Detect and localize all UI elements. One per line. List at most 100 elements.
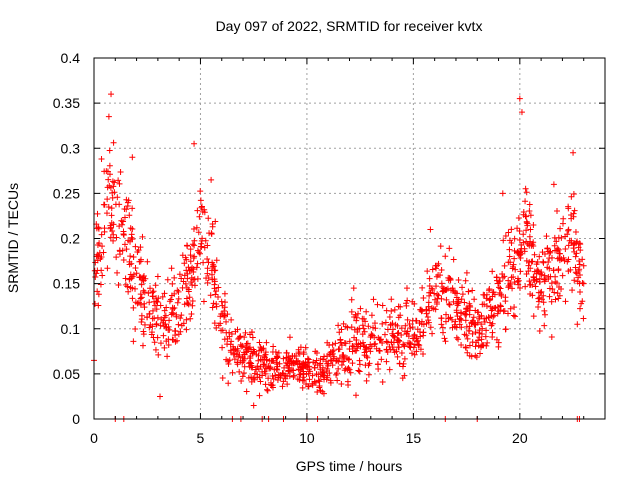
data-point <box>435 260 442 267</box>
data-point <box>204 265 211 272</box>
data-point <box>228 330 235 337</box>
data-point <box>234 361 241 368</box>
data-point <box>468 320 475 327</box>
data-point <box>123 206 130 213</box>
data-point <box>506 253 513 260</box>
data-point <box>149 293 156 300</box>
data-point <box>291 372 298 379</box>
data-point <box>476 329 483 336</box>
data-point <box>548 333 555 340</box>
data-point <box>152 302 159 309</box>
data-point <box>546 285 553 292</box>
data-point <box>228 338 235 345</box>
data-point <box>445 315 452 322</box>
data-point <box>296 376 303 383</box>
data-point <box>256 392 263 399</box>
data-point <box>272 372 279 379</box>
data-point <box>473 354 480 361</box>
data-point <box>126 212 133 219</box>
data-point <box>150 334 157 341</box>
data-point <box>104 196 111 203</box>
data-point <box>344 378 351 385</box>
data-point <box>505 229 512 236</box>
data-point <box>433 283 440 290</box>
data-point <box>183 326 190 333</box>
data-point <box>521 248 528 255</box>
data-point <box>512 313 519 320</box>
data-point <box>136 274 143 281</box>
data-point <box>484 339 491 346</box>
data-point <box>95 224 102 231</box>
data-point <box>423 310 430 317</box>
data-point <box>427 324 434 331</box>
data-point <box>439 283 446 290</box>
data-point <box>429 266 436 273</box>
data-point <box>187 246 194 253</box>
data-point <box>315 377 322 384</box>
data-point <box>263 339 270 346</box>
data-point-peak <box>550 181 557 188</box>
data-point <box>100 249 107 256</box>
data-point <box>309 372 316 379</box>
data-point <box>401 355 408 362</box>
data-point <box>129 295 136 302</box>
data-point <box>153 306 160 313</box>
data-point <box>152 282 159 289</box>
data-point <box>163 338 170 345</box>
data-point <box>564 231 571 238</box>
data-point <box>124 202 131 209</box>
data-point <box>535 298 542 305</box>
data-point <box>399 375 406 382</box>
data-point <box>379 320 386 327</box>
data-point <box>98 156 105 163</box>
data-point <box>368 331 375 338</box>
data-point-peak <box>157 393 164 400</box>
data-point <box>168 265 175 272</box>
data-point <box>357 305 364 312</box>
data-point <box>198 203 205 210</box>
data-point <box>526 207 533 214</box>
data-point <box>175 331 182 338</box>
data-point <box>158 316 165 323</box>
data-point <box>348 296 355 303</box>
data-point <box>344 355 351 362</box>
data-point <box>128 234 135 241</box>
data-point <box>184 270 191 277</box>
data-point <box>534 267 541 274</box>
data-point <box>168 292 175 299</box>
data-point <box>347 369 354 376</box>
data-point <box>251 348 258 355</box>
data-point <box>458 310 465 317</box>
data-point <box>383 338 390 345</box>
data-point <box>472 329 479 336</box>
data-point <box>95 291 102 298</box>
data-point <box>206 230 213 237</box>
data-point <box>353 317 360 324</box>
data-point <box>361 328 368 335</box>
data-point <box>506 237 513 244</box>
data-point <box>103 210 110 217</box>
data-point <box>256 339 263 346</box>
data-point <box>527 265 534 272</box>
data-point <box>432 265 439 272</box>
data-point <box>305 383 312 390</box>
data-point <box>514 248 521 255</box>
data-point <box>526 201 533 208</box>
data-point <box>395 337 402 344</box>
data-point <box>316 384 323 391</box>
data-point <box>374 301 381 308</box>
data-point <box>145 290 152 297</box>
data-point <box>379 339 386 346</box>
data-point <box>551 234 558 241</box>
data-point <box>455 336 462 343</box>
data-point <box>293 352 300 359</box>
data-point <box>541 250 548 257</box>
data-point <box>488 322 495 329</box>
data-point <box>132 264 139 271</box>
data-point <box>167 296 174 303</box>
data-point <box>429 330 436 337</box>
data-point <box>510 312 517 319</box>
data-point <box>120 228 127 235</box>
data-point <box>398 325 405 332</box>
data-point <box>154 273 161 280</box>
